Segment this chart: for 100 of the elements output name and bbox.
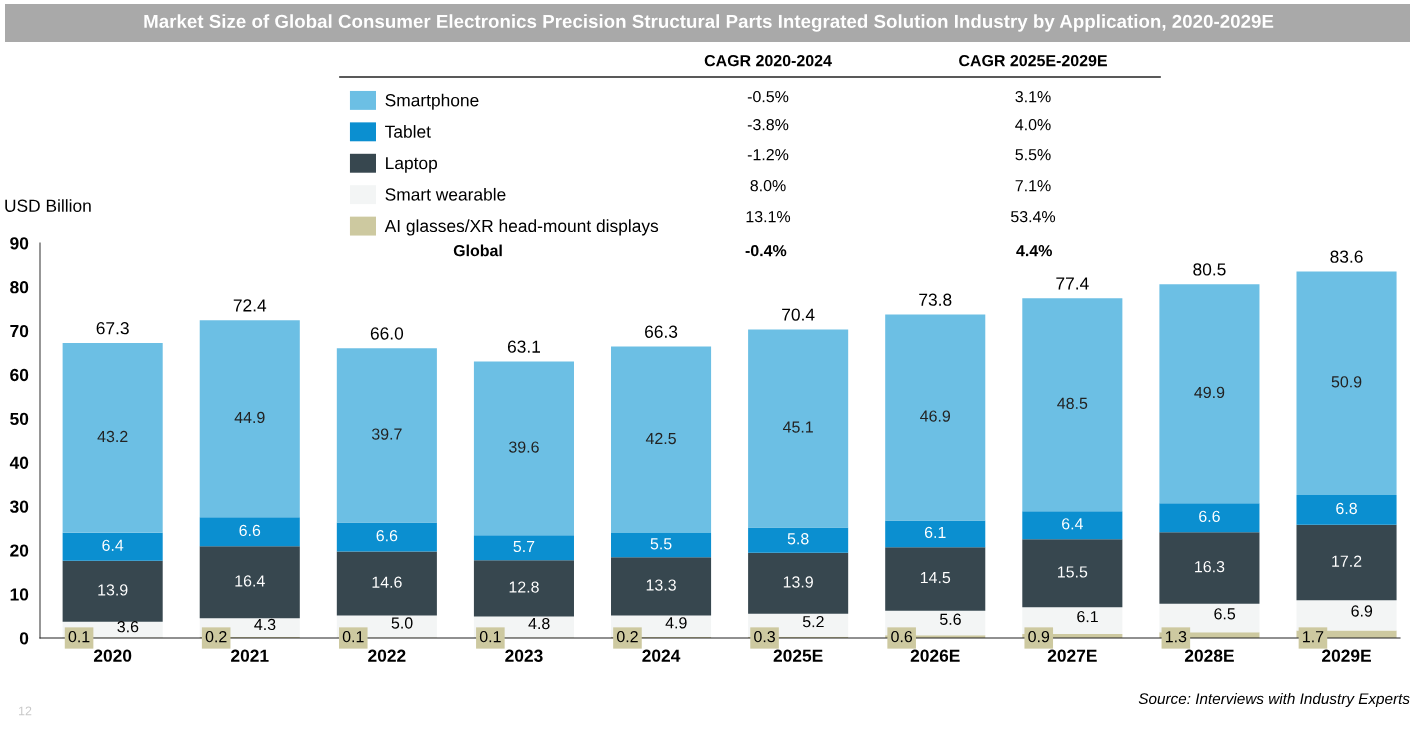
data-label: 39.7 (371, 428, 402, 440)
total-label: 67.3 (96, 322, 129, 335)
data-label: 0.2 (205, 630, 227, 643)
x-tick-label: 2026E (910, 649, 960, 662)
y-tick-label: 20 (10, 544, 29, 557)
text: 13.1% (746, 210, 791, 223)
annotation: 4.4% (1016, 245, 1052, 257)
text: 3.1% (1015, 90, 1051, 103)
source-note: Source: Interviews with Industry Experts (1138, 692, 1410, 708)
data-label: 6.6 (1199, 510, 1220, 523)
data-label: 17.2 (1332, 555, 1362, 567)
legend-label: Tablet (385, 125, 431, 138)
data-label: 0.1 (479, 630, 501, 643)
text: 7.1% (1015, 180, 1051, 192)
data-label: 5.0 (391, 617, 413, 629)
data-label: 0.6 (891, 630, 913, 643)
legend-label: AI glasses/XR head-mount displays (384, 219, 659, 236)
legend-label: Smart wearable (385, 187, 506, 201)
data-label: 6.6 (376, 530, 398, 542)
text: -3.8% (747, 118, 789, 131)
x-tick-label: 2028E (1184, 649, 1234, 662)
data-label: 0.1 (68, 630, 90, 643)
data-label: 39.6 (509, 441, 539, 453)
data-label: 4.8 (528, 617, 550, 630)
y-tick-label: 10 (10, 588, 29, 601)
data-label: 0.9 (1028, 630, 1050, 643)
data-label: 4.3 (254, 618, 276, 631)
data-label: 6.9 (1351, 605, 1373, 617)
x-tick-label: 2029E (1322, 649, 1371, 662)
y-axis-title: USD Billion (5, 199, 91, 212)
x-tick-label: 2021 (231, 649, 269, 662)
total-label: 72.4 (233, 299, 267, 312)
data-label: 6.1 (924, 526, 946, 539)
data-label: 6.1 (1077, 610, 1098, 623)
text: 8.0% (750, 179, 786, 192)
data-label: 6.6 (239, 524, 261, 537)
data-label: 5.2 (802, 615, 824, 628)
y-tick-label: 0 (19, 632, 29, 645)
data-label: 15.5 (1058, 566, 1088, 578)
text: 4.0% (1015, 118, 1051, 131)
text: CAGR 2020-2024 (704, 54, 832, 67)
y-tick-label: 40 (9, 456, 29, 469)
total-label: 70.4 (782, 308, 815, 321)
legend-label: Laptop (386, 157, 438, 173)
data-label: 48.5 (1057, 397, 1088, 410)
data-label: 13.9 (98, 584, 128, 596)
data-label: 6.8 (1336, 502, 1357, 515)
data-label: 0.1 (342, 630, 364, 643)
y-tick-label: 70 (10, 324, 29, 338)
x-tick-label: 2020 (93, 649, 132, 662)
text: 53.4% (1011, 210, 1056, 223)
text: -1.2% (747, 148, 789, 161)
data-label: 6.4 (102, 539, 124, 551)
total-label: 83.6 (1330, 250, 1363, 263)
data-label: 16.4 (235, 575, 265, 587)
text: 5.5% (1015, 149, 1051, 161)
data-label: 6.4 (1062, 518, 1083, 530)
data-label: 14.5 (920, 572, 951, 584)
text: CAGR 2025E-2029E (959, 54, 1107, 67)
data-label: 13.3 (646, 579, 676, 591)
data-label: 50.9 (1331, 376, 1362, 388)
data-label: 5.8 (787, 533, 809, 545)
data-label: 44.9 (234, 411, 265, 424)
total-label: 66.3 (645, 325, 678, 338)
annotation: Global (453, 244, 502, 257)
data-label: 13.9 (783, 576, 813, 588)
data-label: 0.3 (754, 630, 775, 643)
x-tick-label: 2024 (642, 649, 681, 662)
data-label: 5.7 (513, 540, 535, 553)
data-label: 12.8 (509, 581, 539, 593)
data-label: 14.6 (372, 576, 402, 588)
data-label: 1.3 (1165, 630, 1187, 643)
chart-title: Market Size of Global Consumer Electronics Precision Structural Parts Integrated Solution Industry by Application, 2020-2029E (144, 14, 1274, 32)
legend-label: Smartphone (385, 93, 479, 110)
x-tick-label: 2025E (773, 649, 823, 662)
data-label: 49.9 (1194, 386, 1225, 399)
total-label: 63.1 (507, 340, 540, 353)
data-label: 1.7 (1303, 631, 1324, 643)
data-label: 6.5 (1214, 608, 1236, 620)
data-label: 45.1 (782, 421, 813, 433)
x-tick-label: 2027E (1047, 649, 1097, 662)
total-label: 66.0 (370, 327, 404, 340)
data-label: 46.9 (920, 410, 951, 422)
total-label: 80.5 (1193, 263, 1226, 276)
total-label: 73.8 (919, 293, 952, 306)
y-tick-label: 90 (10, 237, 29, 250)
data-label: 42.5 (645, 432, 676, 445)
data-label: 0.2 (616, 630, 638, 643)
data-label: 4.9 (665, 617, 687, 629)
total-label: 77.4 (1056, 277, 1089, 290)
y-tick-label: 60 (10, 368, 29, 382)
data-label: 43.2 (97, 430, 128, 443)
data-label: 5.6 (939, 613, 961, 625)
data-label: 3.6 (117, 621, 139, 633)
x-tick-label: 2022 (368, 649, 406, 662)
y-tick-label: 30 (9, 500, 29, 513)
data-label: 16.3 (1195, 560, 1225, 573)
data-label: 5.5 (650, 538, 672, 550)
text: -0.5% (747, 90, 789, 103)
x-tick-label: 2023 (505, 649, 543, 662)
